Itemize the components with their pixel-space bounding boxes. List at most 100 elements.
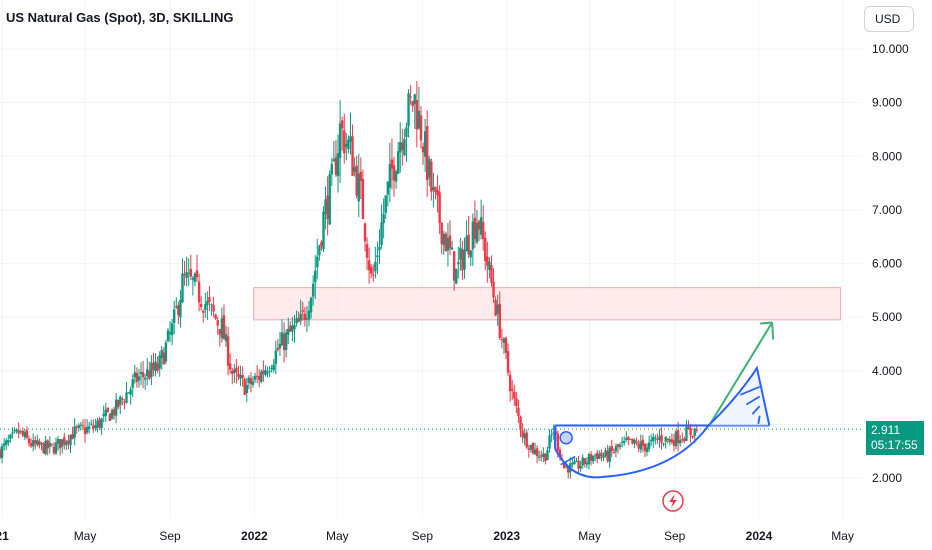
candle-body bbox=[612, 451, 616, 453]
candle bbox=[581, 454, 584, 469]
candle-body bbox=[204, 304, 207, 311]
candle-body bbox=[608, 447, 611, 462]
candle bbox=[69, 434, 72, 453]
candle bbox=[320, 239, 323, 251]
candle bbox=[428, 155, 431, 187]
candle bbox=[587, 452, 591, 470]
price-tick-label: 9.000 bbox=[872, 96, 902, 110]
candle bbox=[351, 124, 354, 177]
candle-body bbox=[19, 430, 22, 432]
candle bbox=[25, 426, 29, 440]
candle-body bbox=[235, 367, 238, 373]
candle bbox=[332, 141, 336, 162]
candle bbox=[231, 367, 234, 385]
candle bbox=[583, 457, 587, 468]
candle-body bbox=[245, 384, 248, 393]
candle-body bbox=[83, 427, 87, 435]
candle-body bbox=[417, 110, 421, 129]
time-axis[interactable]: 21 May Sep 2022 May Sep 2023 May Sep 2024 May bbox=[0, 529, 854, 543]
candle-body bbox=[187, 272, 190, 274]
candle bbox=[305, 305, 309, 333]
candle bbox=[123, 398, 126, 410]
candle bbox=[407, 89, 410, 138]
candle bbox=[481, 205, 485, 251]
candle-body bbox=[208, 296, 211, 303]
candle bbox=[191, 275, 195, 296]
candle bbox=[330, 157, 334, 187]
candle bbox=[54, 437, 58, 456]
candle-body bbox=[639, 441, 642, 450]
candle bbox=[135, 367, 139, 388]
candle-body bbox=[481, 222, 485, 240]
currency-button[interactable]: USD bbox=[864, 6, 914, 32]
candle bbox=[658, 429, 661, 448]
candle bbox=[608, 445, 611, 469]
candle-body bbox=[548, 435, 551, 449]
candle-body bbox=[202, 310, 205, 313]
price-axis[interactable]: 10.000 9.000 8.000 7.000 6.000 5.000 4.000 2.00… bbox=[872, 42, 909, 485]
candle-body bbox=[71, 434, 74, 440]
candle bbox=[168, 321, 172, 343]
candle-body bbox=[222, 315, 226, 340]
resistance-zone[interactable] bbox=[253, 287, 842, 321]
candle bbox=[195, 254, 199, 282]
pattern-drawings[interactable] bbox=[554, 321, 775, 479]
candle-body bbox=[54, 442, 58, 454]
candle bbox=[467, 215, 470, 259]
candle-body bbox=[274, 350, 278, 365]
candle bbox=[683, 436, 686, 444]
candle-body bbox=[610, 445, 613, 451]
candle bbox=[425, 110, 429, 197]
candle bbox=[166, 327, 170, 343]
candle-body bbox=[127, 392, 130, 394]
candle-body bbox=[546, 450, 549, 461]
candle-body bbox=[61, 439, 64, 447]
candle bbox=[241, 366, 244, 387]
candle bbox=[187, 258, 190, 286]
candle bbox=[34, 436, 37, 450]
candle-body bbox=[374, 261, 377, 272]
candle bbox=[31, 433, 35, 452]
candle-body bbox=[154, 361, 157, 372]
candle-body bbox=[42, 443, 45, 454]
candle bbox=[376, 241, 379, 275]
candle-body bbox=[75, 426, 78, 428]
price-tick-label: 10.000 bbox=[872, 42, 909, 56]
candle bbox=[432, 172, 435, 208]
candle bbox=[471, 213, 475, 266]
price-tick-label: 8.000 bbox=[872, 149, 902, 163]
candle-body bbox=[654, 437, 657, 439]
candle bbox=[183, 260, 186, 286]
candle-body bbox=[689, 428, 692, 436]
candle bbox=[204, 292, 207, 318]
candle bbox=[270, 364, 273, 373]
candle bbox=[61, 439, 64, 454]
candle-body bbox=[63, 437, 66, 445]
candle bbox=[685, 419, 688, 442]
candle bbox=[639, 434, 642, 454]
candle-body bbox=[394, 171, 398, 182]
candle bbox=[210, 303, 213, 316]
candle-body bbox=[79, 424, 83, 426]
candle-body bbox=[170, 323, 174, 336]
candle-body bbox=[562, 461, 566, 468]
candle-body bbox=[195, 270, 199, 278]
candle bbox=[152, 352, 155, 377]
candle bbox=[9, 433, 12, 443]
lightning-bolt-icon[interactable] bbox=[662, 490, 684, 512]
candle-body bbox=[635, 441, 638, 444]
candle-body bbox=[46, 440, 49, 449]
candle-body bbox=[625, 438, 628, 441]
candle bbox=[533, 442, 537, 456]
candle-body bbox=[58, 439, 62, 449]
candle bbox=[544, 453, 547, 465]
candle-body bbox=[411, 100, 414, 107]
candle bbox=[488, 257, 491, 279]
candle-body bbox=[475, 222, 479, 243]
candle bbox=[616, 443, 620, 454]
candle-body bbox=[206, 300, 209, 306]
candle-body bbox=[380, 222, 383, 246]
candle-body bbox=[620, 441, 624, 443]
candle bbox=[177, 301, 180, 325]
